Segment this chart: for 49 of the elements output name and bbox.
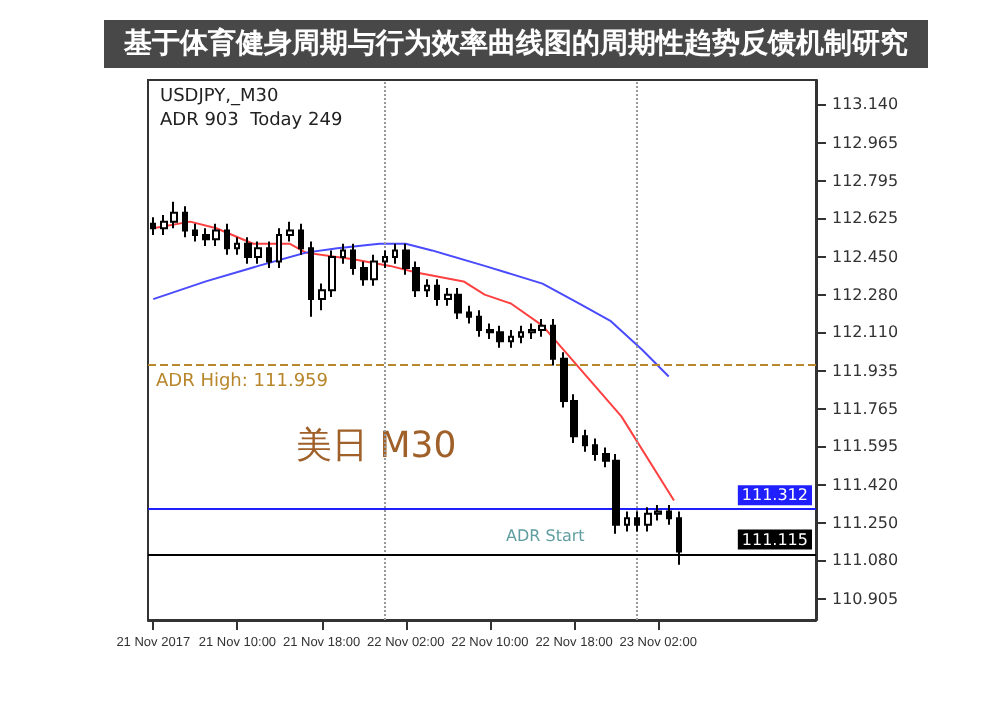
y-tick-label: 111.080: [832, 551, 899, 570]
candlestick: [518, 324, 524, 345]
candlestick: [592, 437, 598, 462]
y-tick-label: 112.110: [832, 323, 899, 342]
y-tick-label: 113.140: [832, 95, 899, 114]
candlestick: [182, 205, 188, 239]
y-tick-label: 112.795: [832, 171, 899, 190]
y-tick-label: 112.625: [832, 209, 899, 228]
annotation: 美日 M30: [296, 425, 457, 467]
ref-line-label: 111.115: [741, 530, 808, 549]
annotation: USDJPY,_M30: [160, 87, 279, 107]
y-tick-label: 112.280: [832, 285, 899, 304]
y-tick-label: 111.935: [832, 362, 899, 381]
candlestick: [266, 240, 272, 270]
candlestick: [666, 503, 672, 526]
line-series: [152, 220, 675, 502]
candlestick: [276, 227, 282, 270]
candlestick: [466, 304, 472, 325]
y-tick-label: 111.765: [832, 399, 899, 418]
y-tick-label: 111.250: [832, 513, 899, 532]
candlestick: [150, 216, 156, 236]
candlestick: [192, 222, 198, 243]
candlestick: [340, 242, 346, 265]
annotation: ADR Start: [506, 527, 585, 545]
candlestick: [392, 242, 398, 265]
candlestick: [298, 222, 304, 256]
candlestick: [634, 510, 640, 533]
candlestick: [286, 220, 294, 243]
ref-line-label: ADR High: 111.959: [156, 372, 329, 393]
y-tick-label: 110.905: [832, 589, 899, 608]
candlestick: [476, 309, 482, 338]
y-tick-label: 111.420: [832, 476, 899, 494]
candlestick: [350, 242, 356, 276]
y-tick-label: 112.965: [832, 134, 899, 153]
y-tick-label: 112.450: [832, 248, 899, 267]
candlestick: [508, 329, 514, 349]
candlestick: [308, 240, 314, 318]
candlestick: [424, 278, 430, 298]
candlestick: [582, 428, 588, 453]
chart-title: 基于体育健身周期与行为效率曲线图的周期性趋势反馈机制研究: [122, 26, 908, 60]
candlestick: [434, 278, 440, 307]
ref-line-label: 111.312: [741, 486, 808, 505]
y-tick-label: 111.595: [832, 437, 899, 456]
candlestick: [234, 236, 240, 256]
candlestick: [224, 222, 230, 256]
candlestick: [624, 510, 630, 533]
candlestick: [382, 249, 388, 270]
annotation: ADR 903 Today 249: [160, 111, 343, 131]
candlestick: [550, 318, 556, 367]
